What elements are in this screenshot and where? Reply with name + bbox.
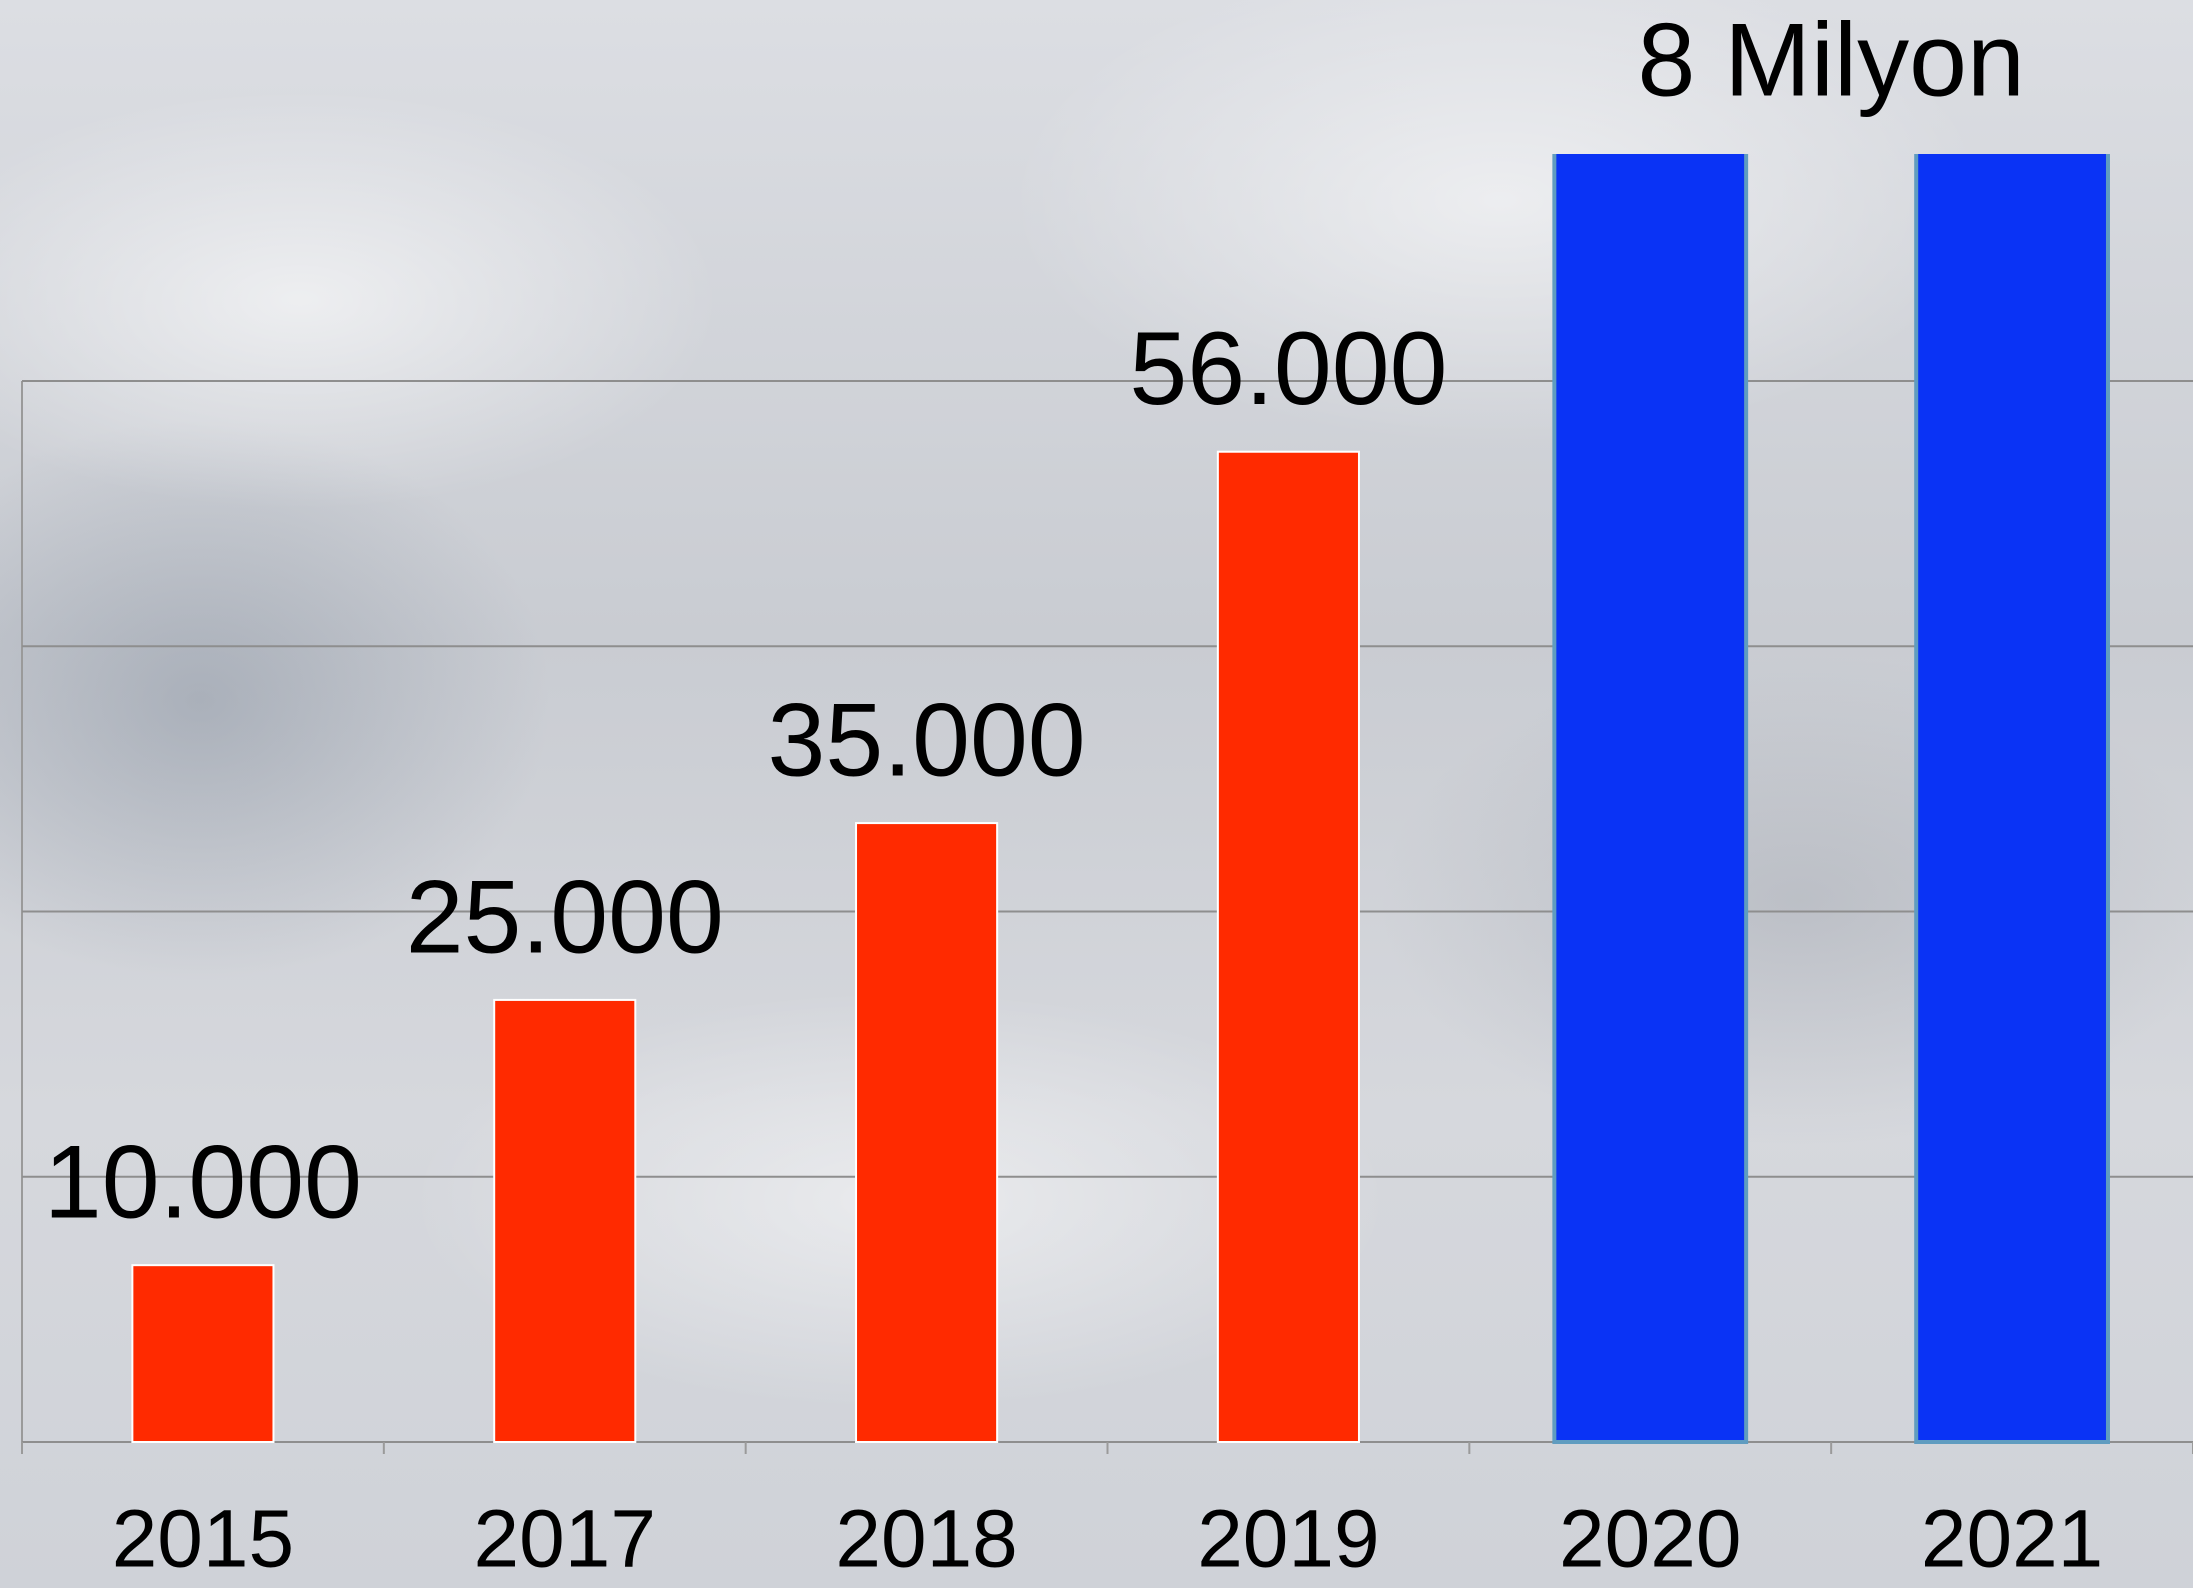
bar: [132, 1265, 273, 1442]
x-tick-label: 2019: [1197, 1494, 1379, 1585]
value-label: 56.000: [1129, 311, 1447, 427]
bar: [1218, 452, 1359, 1442]
value-label: 25.000: [406, 859, 724, 975]
x-tick-label: 2018: [835, 1494, 1017, 1585]
x-tick-label: 2017: [474, 1494, 656, 1585]
bar: [494, 1000, 635, 1442]
bars: [132, 0, 2108, 1442]
value-label: 10.000: [44, 1125, 362, 1241]
x-tick-label: 2015: [112, 1494, 294, 1585]
bar: [856, 823, 997, 1442]
chart: 2015 10.000 2017 25.000 2018 35.000 2019 56.000…: [0, 0, 2193, 1588]
bar: [1916, 0, 2108, 1442]
bar: [1554, 0, 1746, 1442]
x-tick-label: 2021: [1921, 1494, 2103, 1585]
grid: [22, 381, 2193, 1454]
value-label: 8 Milyon: [1638, 2, 2025, 118]
x-tick-label: 2020: [1559, 1494, 1741, 1585]
labels: 2015 10.000 2017 25.000 2018 35.000 2019 56.000…: [44, 2, 2103, 1584]
value-label: 35.000: [768, 683, 1086, 799]
